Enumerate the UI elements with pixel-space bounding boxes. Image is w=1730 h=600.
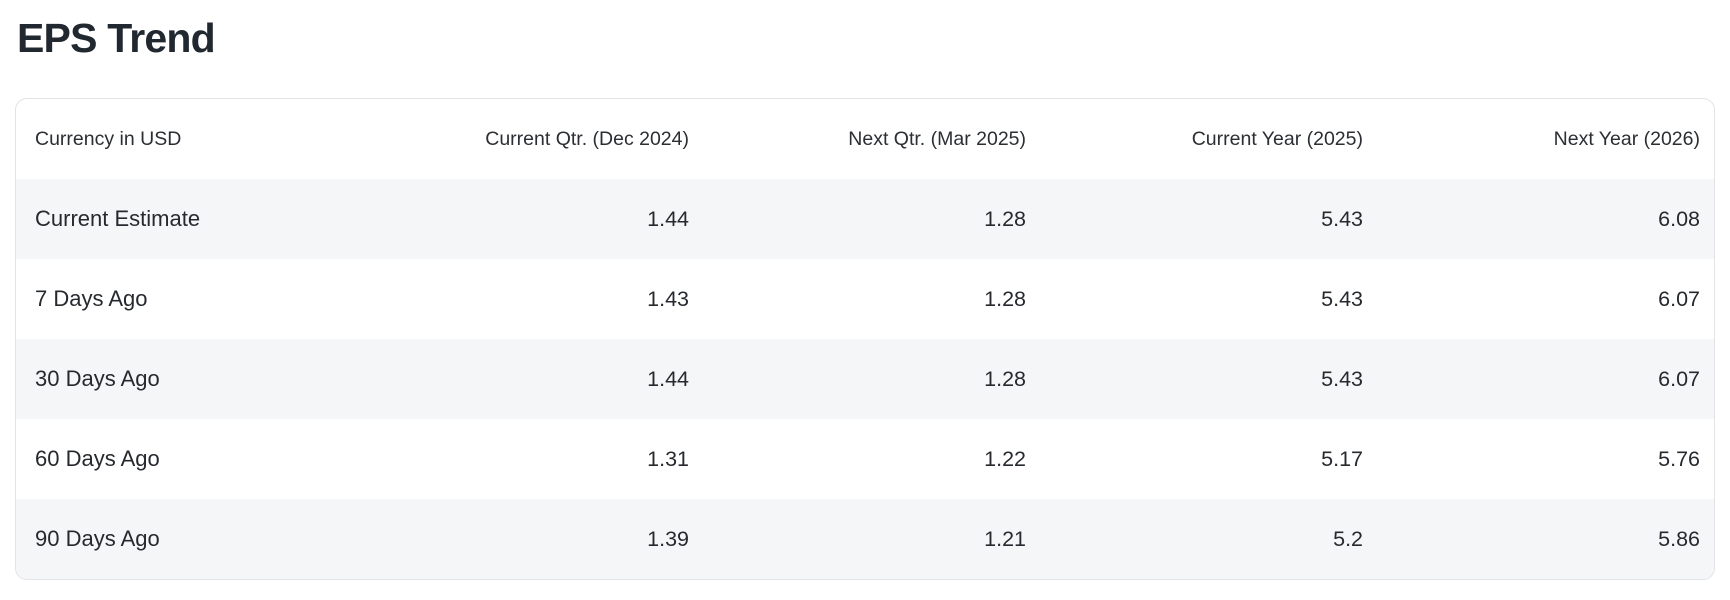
column-header-current-qtr: Current Qtr. (Dec 2024) [485,127,689,150]
column-header-currency: Currency in USD [35,127,182,150]
cell-value: 1.44 [647,206,689,231]
eps-trend-table: Currency in USD Current Qtr. (Dec 2024) … [16,99,1714,580]
cell-value: 6.07 [1658,366,1700,391]
row-label: 90 Days Ago [35,526,160,552]
cell-value: 5.43 [1321,206,1363,231]
page-title: EPS Trend [17,15,216,61]
cell-value: 6.07 [1658,286,1700,311]
row-label: 30 Days Ago [35,366,160,392]
table-row-current-estimate: Current Estimate 1.44 1.28 5.43 6.08 [16,179,1714,260]
cell-value: 5.76 [1658,446,1700,471]
table-row-90-days-ago: 90 Days Ago 1.39 1.21 5.2 5.86 [16,499,1714,580]
row-label: 60 Days Ago [35,446,160,472]
cell-value: 5.43 [1321,286,1363,311]
cell-value: 1.43 [647,286,689,311]
cell-value: 5.86 [1658,526,1700,551]
cell-value: 1.31 [647,446,689,471]
table-row-60-days-ago: 60 Days Ago 1.31 1.22 5.17 5.76 [16,419,1714,499]
column-header-next-year: Next Year (2026) [1553,127,1700,150]
cell-value: 1.28 [984,286,1026,311]
eps-trend-section: EPS Trend Currency in USD Current Qtr. (… [15,15,1715,581]
table-row-7-days-ago: 7 Days Ago 1.43 1.28 5.43 6.07 [16,259,1714,339]
column-header-next-qtr: Next Qtr. (Mar 2025) [848,127,1026,150]
cell-value: 1.28 [984,206,1026,231]
eps-trend-card: Currency in USD Current Qtr. (Dec 2024) … [15,98,1715,581]
cell-value: 1.21 [984,526,1026,551]
cell-value: 5.43 [1321,366,1363,391]
cell-value: 5.2 [1333,526,1363,551]
cell-value: 1.39 [647,526,689,551]
table-header-row: Currency in USD Current Qtr. (Dec 2024) … [16,99,1714,179]
cell-value: 5.17 [1321,446,1363,471]
cell-value: 1.28 [984,366,1026,391]
cell-value: 1.44 [647,366,689,391]
cell-value: 6.08 [1658,206,1700,231]
table-row-30-days-ago: 30 Days Ago 1.44 1.28 5.43 6.07 [16,339,1714,420]
row-label: 7 Days Ago [35,286,148,312]
row-label: Current Estimate [35,206,201,232]
cell-value: 1.22 [984,446,1026,471]
column-header-current-year: Current Year (2025) [1191,127,1363,150]
